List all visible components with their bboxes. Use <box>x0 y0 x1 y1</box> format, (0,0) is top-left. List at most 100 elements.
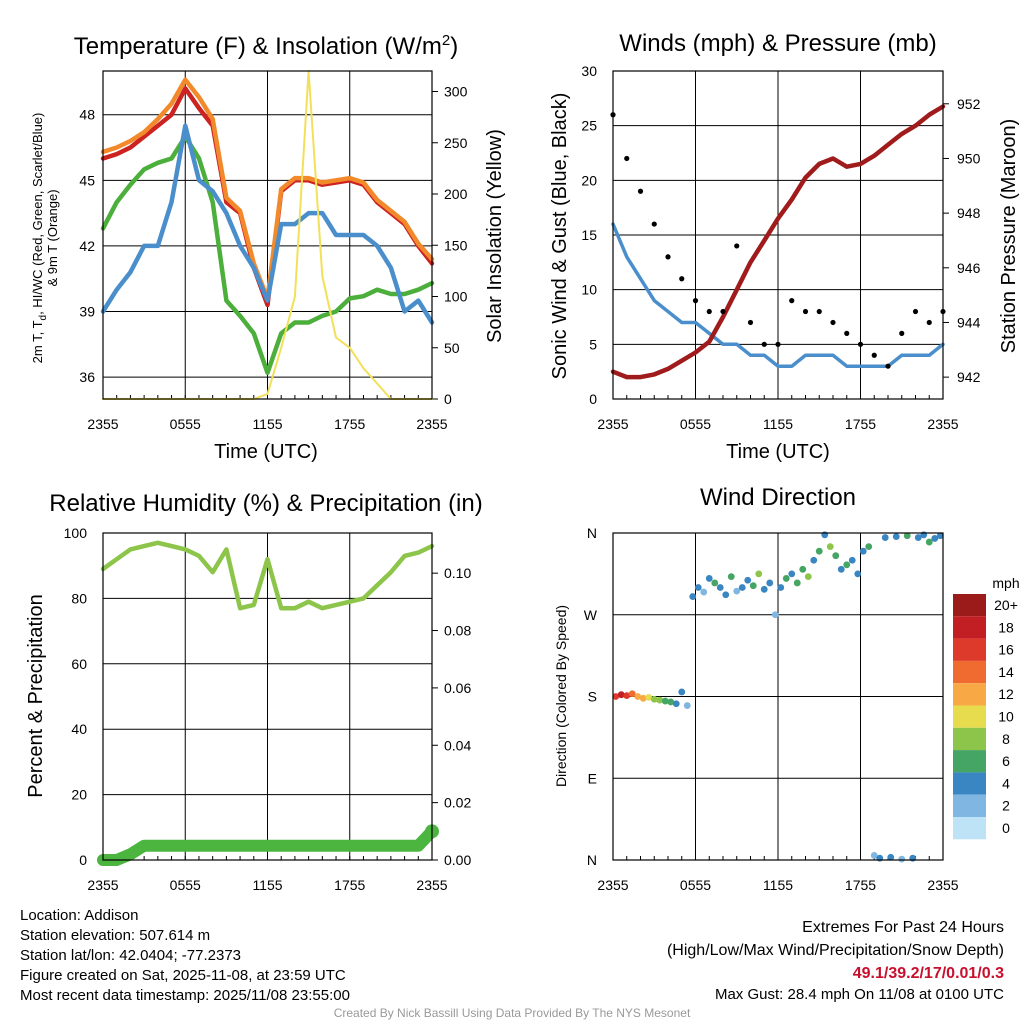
y2-tick-label: 0.04 <box>444 737 471 753</box>
y2-tick-label: 50 <box>444 340 460 356</box>
created-text: Figure created on Sat, 2025-11-08, at 23… <box>20 967 346 984</box>
colorbar-swatch <box>953 727 986 751</box>
y-tick-label: 25 <box>581 118 597 134</box>
x-tick-label: 2355 <box>87 416 118 432</box>
y-tick-label: 30 <box>581 63 597 79</box>
station-info: Location: Addison Station elevation: 507… <box>20 906 350 1006</box>
y2-tick-label: 0 <box>444 391 452 407</box>
extremes-subtitle: (High/Low/Max Wind/Precipitation/Snow De… <box>666 942 1004 959</box>
direction-point <box>639 694 647 702</box>
direction-point <box>705 575 713 582</box>
direction-point <box>716 584 724 591</box>
plot-frame <box>612 70 944 400</box>
y2-tick-label: 0.02 <box>444 795 471 811</box>
y2-tick-label: 944 <box>957 314 981 330</box>
plot-frame <box>612 532 944 861</box>
direction-point <box>694 584 702 591</box>
direction-point <box>914 534 922 541</box>
gust-point <box>912 308 919 315</box>
direction-point <box>656 696 664 704</box>
colorbar-swatch <box>953 794 986 817</box>
direction-point <box>766 579 774 587</box>
direction-point <box>667 698 675 706</box>
colorbar-swatch <box>953 683 986 706</box>
gust-point <box>651 221 657 227</box>
credit-text: Created By Nick Bassill Using Data Provi… <box>333 1006 691 1020</box>
direction-point <box>848 556 856 564</box>
wind-xlabel: Time (UTC) <box>726 441 830 463</box>
y-tick-label: 0 <box>589 391 597 407</box>
gust-point <box>926 319 932 326</box>
y2-tick-label: 0.10 <box>444 565 471 581</box>
series-hi/wc <box>100 123 435 325</box>
colorbar-label: 12 <box>998 686 1014 702</box>
x-tick-label: 2355 <box>927 416 958 432</box>
direction-point <box>634 693 642 700</box>
y-tick-label: 20 <box>71 787 87 803</box>
y2-tick-label: 952 <box>957 96 981 112</box>
direction-point <box>799 565 807 573</box>
temp-title: Temperature (F) & Insolation (W/m2) <box>74 32 458 60</box>
direction-point <box>700 588 708 596</box>
direction-point <box>711 579 719 587</box>
series-precipitation <box>97 825 438 866</box>
plot-frame <box>102 532 433 861</box>
x-tick-label: 0555 <box>680 416 711 432</box>
svg-text:& 9m T (Orange): & 9m T (Orange) <box>45 189 60 286</box>
direction-point <box>865 543 873 551</box>
direction-point <box>925 538 933 546</box>
direction-point <box>881 534 889 541</box>
direction-point <box>859 547 867 555</box>
direction-point <box>722 591 730 599</box>
series-td <box>100 134 435 376</box>
direction-point <box>826 543 834 551</box>
y-tick-label: 5 <box>589 336 597 352</box>
gust-point <box>816 308 822 315</box>
direction-point <box>689 593 697 600</box>
svg-text:2m T, Td, HI/WC (Red, Green, S: 2m T, Td, HI/WC (Red, Green, Scarlet/Blu… <box>30 113 49 364</box>
colorbar-label: 20+ <box>994 597 1018 613</box>
direction-point <box>683 702 691 709</box>
x-tick-label: 2355 <box>416 416 447 432</box>
direction-point <box>727 573 735 580</box>
colorbar: 20+ 18 16 14 12 10 8 6 4 2 0 <box>953 594 1018 840</box>
direction-point <box>793 579 801 587</box>
y2-tick-label: 948 <box>957 205 981 221</box>
gust-point <box>789 298 795 304</box>
gust-point <box>857 341 864 347</box>
max-gust-text: Max Gust: 28.4 mph On 11/08 at 0100 UTC <box>714 986 1004 1003</box>
gust-point <box>844 330 850 336</box>
direction-point <box>645 694 653 701</box>
direction-point <box>810 556 818 564</box>
temperature-panel: 2355 0555 1155 1755 2355 36 39 42 45 48 0 50 100 150 2… <box>79 70 468 432</box>
colorbar-swatch <box>953 638 986 661</box>
gust-point <box>665 254 671 260</box>
direction-point <box>843 561 851 569</box>
direction-point <box>623 692 631 699</box>
y-tick-label: N <box>587 525 597 541</box>
gust-point <box>706 308 712 315</box>
y-tick-label: 36 <box>79 369 95 385</box>
y2-tick-label: 0.00 <box>444 852 471 868</box>
colorbar-swatch <box>953 772 986 795</box>
gust-point <box>692 298 699 304</box>
direction-point <box>887 853 895 861</box>
latlon-text: Station lat/lon: 42.0404; -77.2373 <box>20 947 242 964</box>
direction-point <box>628 690 636 698</box>
gust-point <box>802 308 809 315</box>
gust-point <box>624 155 630 162</box>
colorbar-label: 14 <box>998 664 1014 680</box>
elevation-text: Station elevation: 507.614 m <box>20 927 211 944</box>
y-tick-label: 48 <box>79 107 95 123</box>
recent-text: Most recent data timestamp: 2025/11/08 2… <box>20 987 350 1004</box>
x-tick-label: 1155 <box>252 416 282 432</box>
x-tick-label: 1755 <box>845 877 876 893</box>
gust-point <box>830 319 836 326</box>
direction-point <box>782 575 790 582</box>
gust-point <box>637 188 644 194</box>
extremes-title: Extremes For Past 24 Hours <box>802 919 1004 936</box>
colorbar-label: 18 <box>998 619 1014 635</box>
direction-point <box>612 693 620 700</box>
direction-point <box>854 570 862 578</box>
